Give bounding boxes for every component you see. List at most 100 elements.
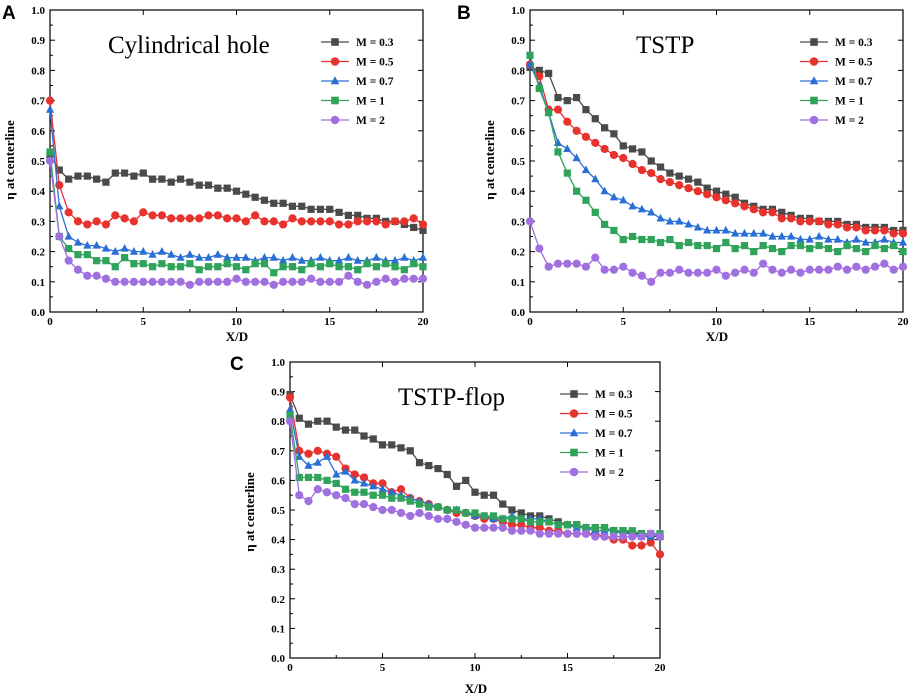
panel-c-data-point [507, 520, 517, 529]
panel-a-data-point [148, 175, 157, 183]
panel-b-x-tick-label: 20 [898, 316, 910, 328]
panel-c-data-point [489, 512, 498, 520]
panel-b-data-point [563, 97, 571, 105]
panel-a-data-point [73, 237, 83, 246]
panel-b-data-point [870, 226, 880, 235]
panel-b-data-point [740, 228, 749, 237]
panel-c-y-tick-label: 0.7 [271, 446, 285, 458]
panel-a-x-tick-label: 0 [47, 316, 53, 328]
panel-c-data-point [313, 458, 322, 466]
panel-a-legend-marker [330, 57, 340, 66]
panel-c-data-point [295, 473, 303, 482]
panel-c-legend: M = 0.3 M = 0.5 M = 0.7 M = 1 M = 2 [560, 389, 633, 479]
panel-c-ylabel: η at centerline [242, 472, 257, 552]
panel-a-data-point [372, 217, 381, 226]
panel-b-data-point [842, 265, 852, 274]
panel-b-y-tick-label: 0.0 [511, 307, 525, 319]
panel-b-data-point [525, 59, 535, 68]
panel-b-data-point [777, 268, 786, 277]
panel-a-data-point [400, 253, 409, 261]
panel-b-data-point [553, 259, 563, 268]
panel-b-data-point [665, 216, 674, 225]
panel-c-data-point [314, 473, 322, 482]
panel-c-data-point [322, 488, 332, 497]
panel-c-data-point [480, 491, 488, 499]
panel-c-data-point [332, 491, 341, 500]
panel-b-data-point [628, 201, 637, 210]
panel-b-data-point [544, 262, 553, 271]
panel-b-data-point [889, 265, 898, 274]
panel-b-data-point [601, 124, 609, 132]
panel-a-xlabel: X/D [226, 329, 248, 344]
panel-b-data-point [777, 231, 786, 240]
panel-b-data-point [861, 265, 870, 274]
panel-c-data-point [443, 506, 451, 514]
panel-b-data-point [871, 241, 879, 250]
panel-a-data-point [223, 214, 232, 223]
panel-b-data-point [610, 226, 618, 235]
panel-a-y-tick-label: 0.8 [31, 65, 45, 77]
panel-a-data-point [130, 260, 138, 268]
panel-b-legend-label: M = 2 [835, 115, 864, 127]
panel-b-data-point [712, 265, 721, 274]
panel-a-data-point [288, 263, 297, 271]
panel-b-data-point [554, 93, 562, 102]
panel-a-y-tick-label: 0.7 [31, 96, 45, 108]
panel-b-data-point [684, 238, 693, 247]
panel-a-data-point [232, 263, 241, 271]
panel-c-legend-marker [569, 467, 579, 477]
panel-a-data-point [307, 217, 316, 226]
panel-b-data-point [740, 202, 749, 211]
panel-c-data-point [489, 523, 498, 532]
panel-c-data-point [573, 521, 581, 529]
panel-b-y-tick-label: 0.2 [511, 247, 525, 259]
panel-b-data-point [581, 165, 591, 174]
panel-b-data-point [778, 248, 786, 256]
panel-b-data-point [759, 259, 768, 268]
panel-b-data-point [656, 163, 665, 171]
panel-a-data-point [55, 201, 64, 210]
panel-a-data-point [139, 247, 148, 255]
panel-a-data-point [270, 269, 278, 277]
panel-b-data-point [833, 220, 842, 229]
panel-c-x-tick-label: 0 [287, 662, 293, 674]
panel-b-data-point [666, 235, 674, 244]
panel-b-data-point [787, 231, 796, 240]
panel-b-data-point [889, 229, 898, 238]
panel-a-y-tick-label: 0.2 [31, 247, 45, 259]
panel-b-y-tick-label: 0.9 [511, 35, 525, 47]
panel-a-data-point [297, 217, 306, 226]
panel-b-data-point [637, 271, 647, 280]
panel-b-y-tick-label: 0.3 [511, 216, 525, 228]
panel-b-series-5 [525, 217, 908, 286]
panel-a-data-point [418, 274, 428, 283]
panel-c-x-tick-label: 15 [562, 662, 574, 674]
panel-a-x-tick-label: 15 [324, 316, 336, 328]
panel-b-y-tick-label: 0.6 [511, 126, 525, 138]
panel-c-data-point [628, 527, 636, 535]
panel-a-data-point [167, 178, 175, 186]
panel-c-data-point [600, 524, 609, 532]
panel-a-data-point [186, 260, 194, 268]
panel-b-data-point [638, 148, 646, 156]
panel-a-legend-marker [330, 76, 340, 85]
panel-a-data-point [92, 217, 101, 226]
panel-c-data-point [286, 411, 294, 419]
panel-b-data-point [731, 268, 740, 277]
panel-c-data-point [360, 488, 368, 496]
panel-a-series-3 [45, 105, 428, 264]
panel-c-data-point [359, 478, 369, 487]
panel-b-data-point [815, 241, 823, 250]
panel-b-data-point [666, 169, 674, 177]
panel-b-data-point [740, 241, 749, 250]
panel-b-data-point [703, 225, 712, 234]
panel-c-data-point [313, 485, 322, 494]
panel-c-data-point [600, 532, 609, 541]
panel-b-data-point [721, 271, 730, 280]
panel-c-data-point [369, 502, 378, 512]
panel-a-data-point [158, 175, 166, 183]
panel-c-data-point [471, 488, 479, 496]
panel-a-y-tick-label: 0.0 [31, 307, 45, 319]
panel-c-data-point [609, 532, 618, 541]
panel-b-data-point [824, 244, 832, 253]
